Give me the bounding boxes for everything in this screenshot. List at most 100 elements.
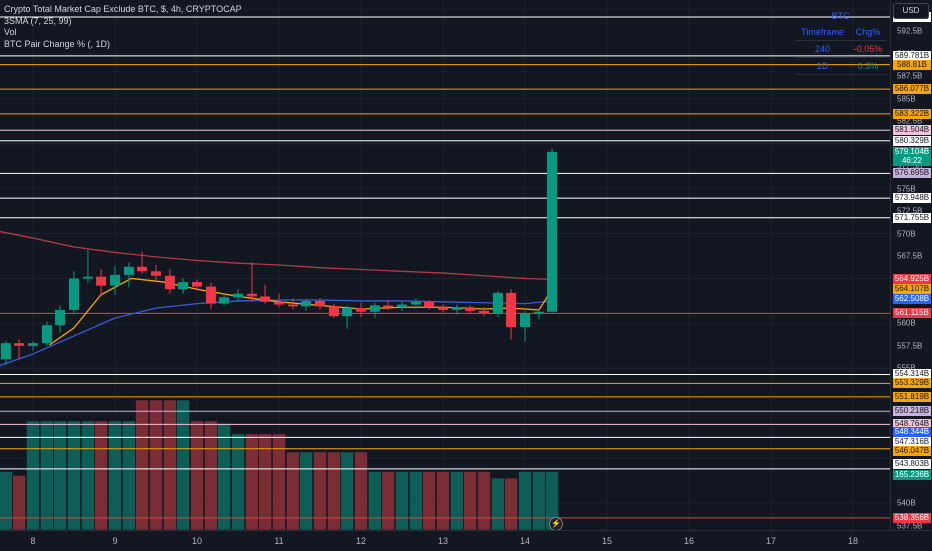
volume-bar	[258, 433, 272, 530]
chart-legend: Crypto Total Market Cap Exclude BTC, $, …	[4, 4, 242, 50]
candle-body	[0, 343, 11, 360]
volume-bar	[299, 451, 313, 530]
price-label: 548.344B	[893, 426, 931, 437]
candle-body	[151, 271, 161, 276]
candlestick-chart[interactable]	[0, 0, 890, 530]
time-tick: 12	[355, 536, 367, 546]
price-tick: 592.5B	[897, 26, 923, 36]
price-label: 576.695B	[893, 168, 931, 179]
price-label: 571.755B	[893, 212, 931, 223]
volume-bar	[450, 471, 464, 530]
price-label: 165.236B	[893, 469, 931, 480]
price-label: 564.925B	[893, 274, 931, 285]
volume-bar	[176, 399, 190, 530]
candle-body	[492, 292, 503, 314]
time-tick: 9	[112, 536, 118, 546]
candle-body	[438, 307, 448, 310]
volume-bar	[272, 433, 286, 530]
candle-body	[356, 308, 366, 312]
symbol-title[interactable]: Crypto Total Market Cap Exclude BTC, $, …	[4, 4, 242, 14]
price-label: 551.819B	[893, 391, 931, 402]
volume-bar	[12, 475, 26, 530]
sma-indicator-label[interactable]: 3SMA (7, 25, 99)	[4, 15, 72, 26]
pair-change-indicator-label[interactable]: BTC Pair Change % (, 1D)	[4, 38, 111, 49]
price-label: 546.047B	[893, 446, 931, 457]
change-cell: 0.3%	[857, 61, 879, 71]
price-tick: 575B	[897, 184, 916, 194]
price-label: 548.764B	[893, 419, 931, 430]
candle-body	[301, 300, 312, 307]
volume-bar	[231, 433, 245, 530]
volume-bar	[504, 477, 518, 530]
volume-bar	[409, 471, 423, 530]
volume-bar	[381, 471, 395, 530]
price-label: 579.104B	[893, 146, 931, 157]
candle-body	[178, 282, 189, 290]
candle-body	[383, 305, 394, 308]
volume-bar	[532, 471, 546, 530]
time-tick: 11	[274, 536, 284, 546]
volume-bar	[518, 471, 532, 530]
price-tick: 537.5B	[897, 521, 923, 530]
volume-bar	[217, 423, 231, 530]
price-tick: 582.5B	[897, 116, 923, 126]
btc-table-header: BTC	[831, 11, 850, 21]
price-label: 588.81B	[893, 59, 931, 70]
price-tick: 570B	[897, 229, 916, 239]
candle-body	[397, 304, 407, 308]
time-tick: 18	[847, 536, 859, 546]
timeframe-cell: 240	[814, 44, 831, 54]
time-tick: 17	[765, 536, 777, 546]
price-label: 586.077B	[893, 84, 931, 95]
sma-fast-line	[49, 277, 553, 346]
currency-button[interactable]: USD	[893, 3, 929, 19]
time-tick: 13	[437, 536, 449, 546]
volume-bar	[463, 471, 477, 530]
volume-bar	[477, 471, 491, 530]
price-label: 561.115B	[893, 308, 931, 319]
price-label: 581.504B	[893, 125, 931, 136]
volume-bar	[436, 471, 450, 530]
price-tick: 560B	[897, 318, 916, 328]
candle-body	[369, 305, 380, 312]
volume-bar	[340, 451, 354, 530]
lightning-icon[interactable]: ⚡	[549, 517, 563, 530]
candle-body	[287, 304, 298, 307]
time-tick: 14	[519, 536, 531, 546]
price-label: 547.316B	[893, 436, 931, 447]
candle-body	[123, 266, 134, 275]
volume-bar	[0, 471, 13, 530]
volume-bar	[545, 471, 559, 530]
candle-body	[342, 308, 353, 317]
candle-body	[82, 276, 93, 279]
candle-body	[260, 296, 271, 302]
candle-body	[28, 343, 38, 346]
price-label: 553.329B	[893, 378, 931, 389]
price-tick: 567.5B	[897, 251, 923, 261]
price-tick: 557.5B	[897, 341, 923, 351]
volume-bar	[313, 451, 327, 530]
timeframe-cell: 1D	[816, 61, 829, 71]
price-axis[interactable]: 592.5B590B587.5B585B582.5B577.5B575B572.…	[890, 0, 932, 530]
volume-bar	[163, 399, 177, 530]
time-axis[interactable]: 8 9 10 11 12 13 14 15 16 17 18	[0, 530, 932, 551]
candle-body	[205, 286, 216, 304]
candle-body	[55, 309, 66, 326]
volume-indicator-label[interactable]: Vol	[4, 27, 17, 37]
price-label: 564.107B	[893, 283, 931, 294]
price-tick: 540B	[897, 498, 916, 508]
volume-bar	[354, 451, 368, 530]
volume-bar	[245, 433, 259, 530]
candle-body	[533, 311, 544, 314]
chart-area[interactable]: Crypto Total Market Cap Exclude BTC, $, …	[0, 0, 890, 530]
price-label: 46:22	[893, 156, 931, 167]
candle-body	[219, 297, 230, 304]
candle-body	[69, 278, 79, 310]
candle-body	[451, 307, 462, 310]
candle-body	[14, 343, 25, 346]
price-tick: 585B	[897, 94, 916, 104]
candle-body	[164, 275, 175, 290]
price-tick: 572.5B	[897, 206, 923, 216]
volume-bar	[368, 471, 382, 530]
candle-body	[328, 306, 339, 317]
